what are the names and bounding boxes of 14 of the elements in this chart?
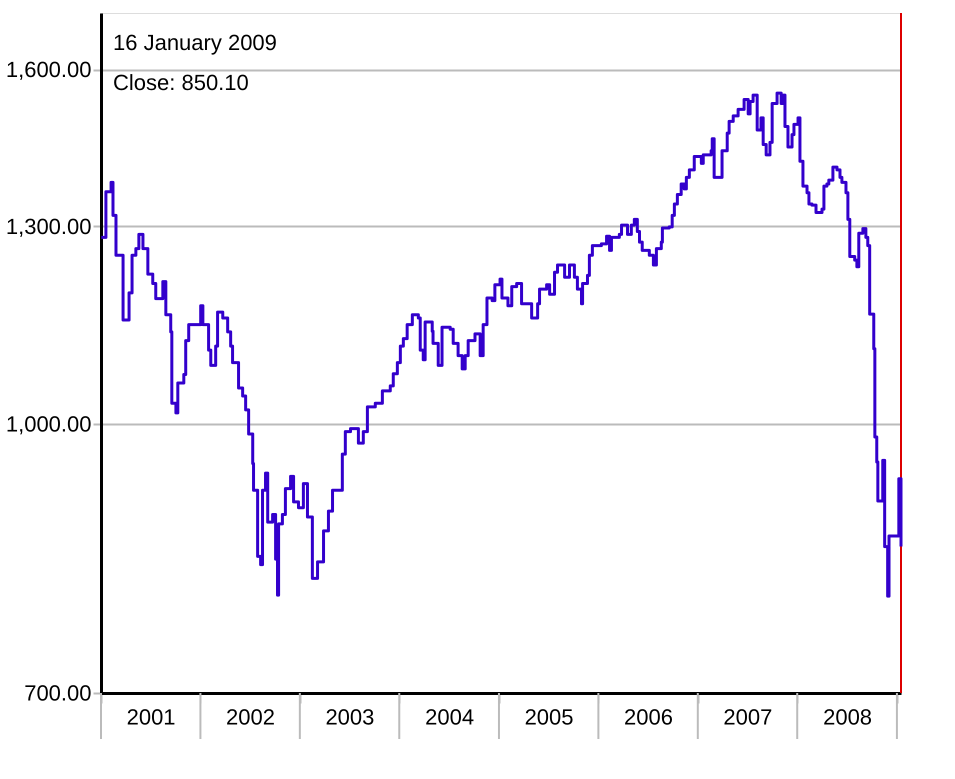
y-tick-label: 1,600.00 (6, 57, 92, 82)
x-tick-label: 2005 (524, 704, 574, 730)
x-tick-label: 2008 (823, 704, 872, 730)
annotation: Close: 850.10 (113, 70, 249, 95)
y-tick-label: 1,000.00 (6, 412, 92, 437)
x-tick-label: 2001 (126, 704, 176, 730)
y-tick-label: 700.00 (24, 680, 92, 706)
x-tick-label: 2002 (226, 704, 275, 730)
x-tick-label: 2003 (325, 704, 374, 730)
x-tick-label: 2007 (723, 704, 772, 730)
annotation: 16 January 2009 (113, 30, 277, 55)
y-tick-label: 1,300.00 (6, 214, 92, 239)
x-tick-label: 2004 (425, 704, 474, 730)
x-tick-label: 2006 (624, 704, 673, 730)
